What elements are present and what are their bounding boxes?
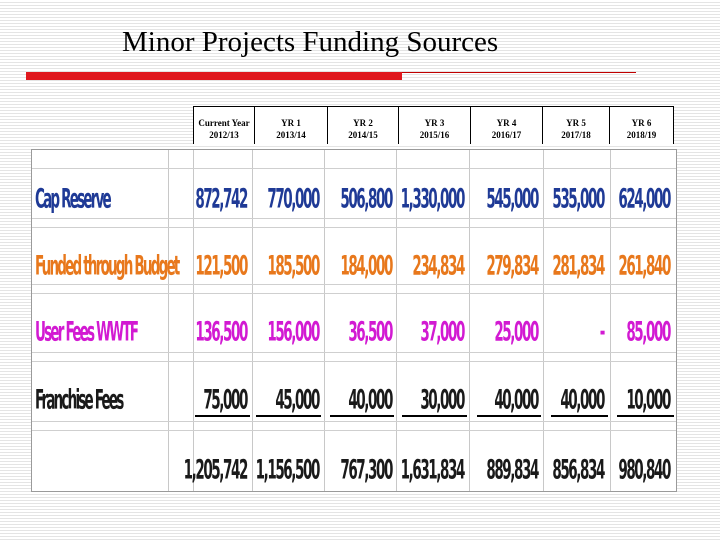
header-label: YR 1 <box>281 118 301 128</box>
cell-current-year: 75,000 <box>203 384 248 416</box>
header-period: 2012/13 <box>209 130 239 140</box>
grid-line <box>252 150 253 491</box>
header-period: 2015/16 <box>419 130 450 140</box>
cell-yr2: 184,000 <box>340 250 393 282</box>
header-col-yr3: YR 3 2015/16 <box>398 107 470 144</box>
header-col-yr5: YR 5 2017/18 <box>542 107 609 144</box>
table-row-funded-through-budget: Funded through Budget 121,500 185,500 18… <box>32 244 676 294</box>
grid-line <box>32 430 676 431</box>
cell-current-year: 1,205,742 <box>183 454 249 486</box>
sum-underline <box>402 415 467 417</box>
grid-line <box>396 150 397 491</box>
header-label: YR 4 <box>496 118 517 128</box>
grid-line <box>32 284 676 285</box>
header-period: 2018/19 <box>626 130 657 140</box>
row-label: Franchise Fees <box>35 384 124 416</box>
grid-line <box>543 150 544 491</box>
header-label: YR 2 <box>353 118 373 128</box>
cell-yr3: 37,000 <box>420 316 465 348</box>
cell-yr4: 40,000 <box>494 384 539 416</box>
header-col-yr4: YR 4 2016/17 <box>470 107 542 144</box>
header-period: 2017/18 <box>561 130 591 140</box>
cell-yr1: 1,156,500 <box>255 454 321 486</box>
grid-line <box>32 352 676 353</box>
cell-yr5: 40,000 <box>560 384 605 416</box>
slide-title: Minor Projects Funding Sources <box>122 26 499 58</box>
cell-yr3: 1,631,834 <box>400 454 466 486</box>
grid-line <box>469 150 470 491</box>
cell-yr2: 36,500 <box>348 316 393 348</box>
cell-yr1: 770,000 <box>267 183 320 215</box>
cell-yr1: 45,000 <box>275 384 320 416</box>
cell-yr4: 279,834 <box>486 250 539 282</box>
header-period: 2014/15 <box>348 130 378 140</box>
cell-yr3: 30,000 <box>420 384 465 416</box>
row-label: Funded through Budget <box>35 250 180 282</box>
cell-yr5: - <box>599 316 606 348</box>
cell-current-year: 872,742 <box>195 183 248 215</box>
cell-yr5: 856,834 <box>552 454 605 486</box>
header-label: YR 3 <box>424 118 445 128</box>
grid-line <box>32 421 676 422</box>
grid-line <box>32 361 676 362</box>
grid-line <box>32 293 676 294</box>
cell-yr5: 281,834 <box>552 250 605 282</box>
header-col-yr2: YR 2 2014/15 <box>327 107 398 144</box>
header-period: 2013/14 <box>276 130 306 140</box>
grid-line <box>32 168 676 169</box>
cell-yr6: 980,840 <box>618 454 671 486</box>
cell-yr6: 10,000 <box>626 384 671 416</box>
grid-line <box>32 218 676 219</box>
cell-yr3: 1,330,000 <box>400 183 466 215</box>
header-col-yr6: YR 6 2018/19 <box>609 107 673 144</box>
header-period: 2016/17 <box>491 130 522 140</box>
cell-yr1: 185,500 <box>267 250 320 282</box>
grid-line <box>168 150 169 491</box>
header-label: YR 6 <box>631 118 652 128</box>
funding-table: Cap Reserve 872,742 770,000 506,800 1,33… <box>31 149 677 492</box>
sum-underline <box>330 415 394 417</box>
grid-line <box>32 227 676 228</box>
row-label: Cap Reserve <box>35 183 112 215</box>
cell-current-year: 121,500 <box>195 250 248 282</box>
cell-yr2: 767,300 <box>340 454 393 486</box>
cell-yr6: 85,000 <box>626 316 671 348</box>
cell-yr4: 889,834 <box>486 454 539 486</box>
cell-yr1: 156,000 <box>267 316 320 348</box>
header-label: Current Year <box>198 118 250 128</box>
title-underline <box>402 72 636 73</box>
cell-yr3: 234,834 <box>412 250 465 282</box>
cell-yr4: 25,000 <box>494 316 539 348</box>
row-label: User Fees WWTF <box>35 316 139 348</box>
cell-yr4: 545,000 <box>486 183 539 215</box>
header-label: YR 5 <box>566 118 586 128</box>
grid-line <box>610 150 611 491</box>
cell-current-year: 136,500 <box>195 316 248 348</box>
header-col-current-year: Current Year 2012/13 <box>194 107 254 144</box>
sum-underline <box>256 415 321 417</box>
cell-yr6: 261,840 <box>618 250 671 282</box>
sum-underline <box>617 415 674 417</box>
sum-underline <box>195 415 250 417</box>
grid-line <box>193 150 194 491</box>
sum-underline <box>551 415 608 417</box>
header-col-yr1: YR 1 2013/14 <box>254 107 327 144</box>
table-row-franchise-fees: Franchise Fees 75,000 45,000 40,000 30,0… <box>32 378 676 428</box>
cell-yr5: 535,000 <box>552 183 605 215</box>
sum-underline <box>477 415 541 417</box>
title-accent-bar <box>26 72 402 80</box>
grid-line <box>324 150 325 491</box>
table-row-user-fees-wwtf: User Fees WWTF 136,500 156,000 36,500 37… <box>32 310 676 360</box>
cell-yr2: 506,800 <box>340 183 393 215</box>
table-row-total: 1,205,742 1,156,500 767,300 1,631,834 88… <box>32 448 676 498</box>
cell-yr6: 624,000 <box>618 183 671 215</box>
table-header: Current Year 2012/13 YR 1 2013/14 YR 2 2… <box>193 106 674 144</box>
cell-yr2: 40,000 <box>348 384 393 416</box>
table-row-cap-reserve: Cap Reserve 872,742 770,000 506,800 1,33… <box>32 177 676 227</box>
